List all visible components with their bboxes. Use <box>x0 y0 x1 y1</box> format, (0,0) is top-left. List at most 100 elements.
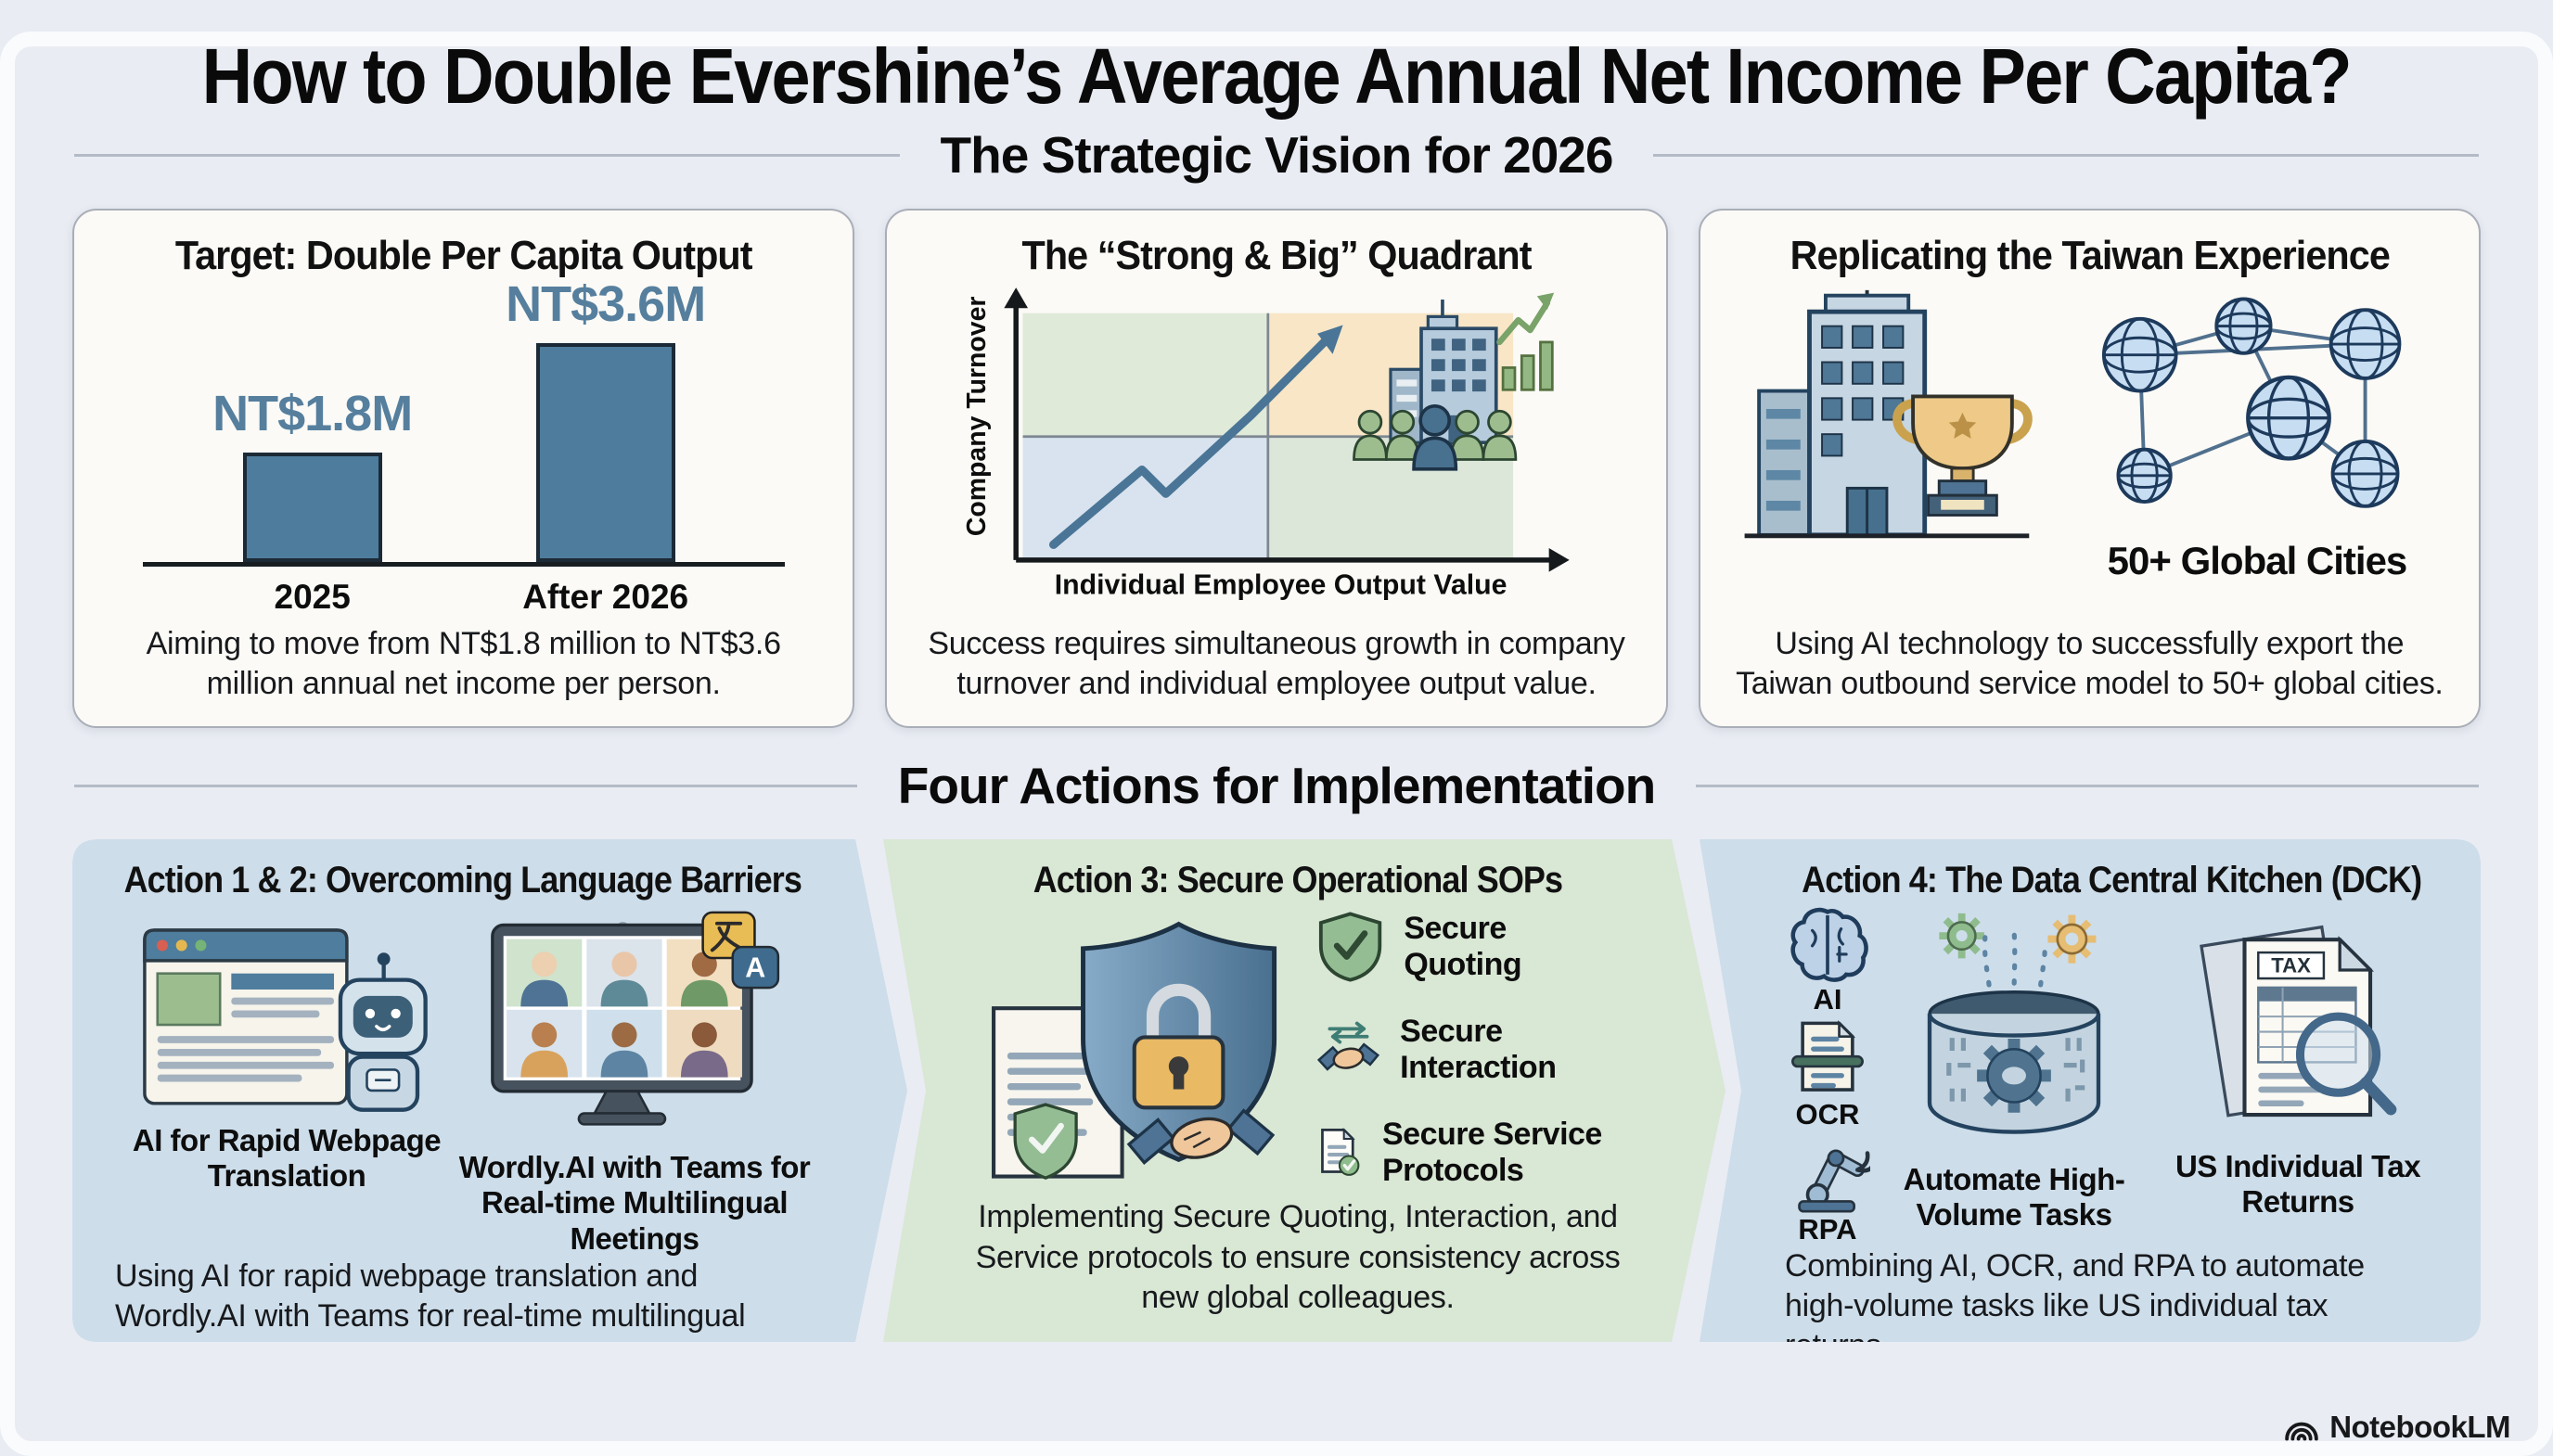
binary-marks <box>1946 1038 2085 1101</box>
page-title: How to Double Evershine’s Average Annual… <box>0 32 2553 121</box>
robot-icon <box>340 952 426 1110</box>
security-shield-icon <box>1084 924 1275 1159</box>
browser-robot-icon <box>138 911 435 1116</box>
infographic-page: { "header": { "title": "How to Double Ev… <box>0 32 2553 1456</box>
dck-center-column: Automate High-Volume Tasks <box>1870 905 2158 1246</box>
bar-after-2026 <box>535 342 675 562</box>
dck-right-label: US Individual Tax Returns <box>2175 1149 2421 1220</box>
team-people-icon <box>1353 404 1518 471</box>
webpage-translation-label: AI for Rapid Webpage Translation <box>132 1123 442 1194</box>
taiwan-card-title: Replicating the Taiwan Experience <box>1790 233 2390 278</box>
growth-bars-icon <box>1496 292 1555 391</box>
sop-list: Secure Quoting Secure Interaction <box>1317 911 1623 1191</box>
per-capita-bar-chart: NT$1.8M NT$3.6M 2025 After 2026 <box>139 276 789 624</box>
rpa-robot-arm-icon <box>1785 1133 1870 1213</box>
sop-item-interaction: Secure Interaction <box>1317 1014 1623 1087</box>
video-meeting-icon: A <box>481 911 788 1143</box>
ai-tool: AI <box>1787 905 1868 1016</box>
notebooklm-brand: NotebookLM <box>2283 1410 2510 1445</box>
dck-card-title: Action 4: The Data Central Kitchen (DCK) <box>1801 860 2422 900</box>
company-buildings-icon <box>1389 300 1498 445</box>
rpa-tool-label: RPA <box>1798 1213 1857 1245</box>
bar-category-after-2026: After 2026 <box>522 577 689 616</box>
heading-rule-left-2 <box>74 784 857 787</box>
target-card-caption: Aiming to move from NT$1.8 million to NT… <box>146 625 781 701</box>
dck-center-label: Automate High-Volume Tasks <box>1903 1162 2125 1232</box>
dck-tools-column: AI OCR <box>1785 905 1870 1246</box>
gear-green-icon <box>1939 913 1984 959</box>
tax-returns-icon: TAX <box>2191 905 2405 1142</box>
page-title-text: How to Double Evershine’s Average Annual… <box>201 32 2353 120</box>
action-cards-row: Action 1 & 2: Overcoming Language Barrie… <box>0 839 2553 1342</box>
heading-rule-left <box>74 153 900 157</box>
sop-item-quoting: Secure Quoting <box>1317 911 1623 984</box>
notebooklm-logo-icon <box>2285 1422 2318 1441</box>
gear-dark-icon <box>1977 1039 2051 1113</box>
quadrant-chart: Company Turnover Individual Employee Out… <box>962 287 1570 601</box>
heading-rule-right <box>1653 153 2479 157</box>
dck-card-caption: Combining AI, OCR, and RPA to automate h… <box>1785 1248 2365 1364</box>
multilingual-meetings-item: A Wordly.AI with Teams for Real-time Mul… <box>458 911 811 1257</box>
global-cities-stat: 50+ Global Cities <box>2107 539 2408 582</box>
latin-letter-glyph: A <box>745 952 765 983</box>
bar-chart-baseline <box>142 561 785 567</box>
bar-value-2025: NT$1.8M <box>212 385 413 441</box>
ocr-tool: OCR <box>1789 1018 1867 1131</box>
actions-section-heading: Four Actions for Implementation <box>74 756 2479 815</box>
notebooklm-brand-text: NotebookLM <box>2329 1410 2510 1444</box>
quadrant-card-caption: Success requires simultaneous growth in … <box>928 625 1625 701</box>
bar-category-2025: 2025 <box>274 577 351 616</box>
quadrant-card-title: The “Strong & Big” Quadrant <box>1021 233 1532 278</box>
globe-icons <box>2101 297 2402 508</box>
taiwan-card-caption: Using AI technology to successfully expo… <box>1736 625 2444 701</box>
global-network-block: 50+ Global Cities <box>2067 283 2447 583</box>
padlock-icon <box>1135 990 1224 1107</box>
vision-cards-row: Target: Double Per Capita Output NT$1.8M… <box>72 209 2481 728</box>
sop-item-label: Secure Service Protocols <box>1382 1116 1602 1189</box>
ai-brain-icon <box>1787 905 1868 983</box>
magnifier-icon <box>2300 1016 2391 1109</box>
ocr-tool-label: OCR <box>1795 1098 1860 1130</box>
target-card: Target: Double Per Capita Output NT$1.8M… <box>72 209 855 728</box>
sop-item-label: Secure Quoting <box>1404 910 1522 983</box>
quadrant-x-axis-label: Individual Employee Output Value <box>1055 570 1507 601</box>
quadrant-card: The “Strong & Big” Quadrant <box>885 209 1668 728</box>
trophy-icon <box>1892 394 2033 517</box>
language-card-body: AI for Rapid Webpage Translation <box>115 911 811 1257</box>
sop-item-service: Secure Service Protocols <box>1317 1116 1623 1190</box>
ocr-scanner-icon <box>1789 1018 1867 1098</box>
language-card-title: Action 1 & 2: Overcoming Language Barrie… <box>123 860 802 900</box>
data-streams <box>1985 929 2046 1000</box>
dck-right-column: TAX US Individual Tax Returns <box>2158 905 2438 1246</box>
vision-section-heading: The Strategic Vision for 2026 <box>74 125 2479 185</box>
handshake-arrows-icon <box>1317 1014 1379 1086</box>
meeting-tiles <box>507 939 742 1078</box>
language-barriers-card: Action 1 & 2: Overcoming Language Barrie… <box>72 839 907 1342</box>
document-shield-check-icon <box>1015 1105 1076 1178</box>
document-check-icon <box>1317 1116 1362 1190</box>
headquarters-trophy-icon <box>1744 289 2033 539</box>
sop-card-body: Secure Quoting Secure Interaction <box>972 903 1623 1197</box>
heading-rule-right-2 <box>1696 784 2479 787</box>
ai-tool-label: AI <box>1813 983 1842 1015</box>
handshake-icon <box>1129 1111 1273 1164</box>
target-card-title: Target: Double Per Capita Output <box>174 233 753 278</box>
tax-doc-text: TAX <box>2271 953 2311 977</box>
quadrant-y-axis-label: Company Turnover <box>962 297 992 537</box>
bar-2025 <box>242 452 382 562</box>
language-card-caption: Using AI for rapid webpage translation a… <box>115 1258 746 1374</box>
sop-card-caption: Implementing Secure Quoting, Interaction… <box>975 1199 1621 1315</box>
multilingual-meetings-label: Wordly.AI with Teams for Real-time Multi… <box>458 1150 811 1256</box>
shield-lock-document-icon <box>972 903 1293 1197</box>
webpage-translation-item: AI for Rapid Webpage Translation <box>115 911 458 1257</box>
taiwan-card: Replicating the Taiwan Experience <box>1698 209 2481 728</box>
sop-card-title: Action 3: Secure Operational SOPs <box>1033 860 1563 900</box>
rpa-tool: RPA <box>1785 1133 1870 1246</box>
data-pot-icon <box>1893 905 2135 1155</box>
secure-sops-card: Action 3: Secure Operational SOPs <box>883 839 1726 1342</box>
bar-value-after-2026: NT$3.6M <box>506 275 706 332</box>
translation-bubbles-icon: A <box>703 913 778 988</box>
data-central-kitchen-card: Action 4: The Data Central Kitchen (DCK)… <box>1700 839 2481 1342</box>
vision-heading-label: The Strategic Vision for 2026 <box>940 126 1614 184</box>
dck-card-body: AI OCR <box>1785 905 2438 1246</box>
